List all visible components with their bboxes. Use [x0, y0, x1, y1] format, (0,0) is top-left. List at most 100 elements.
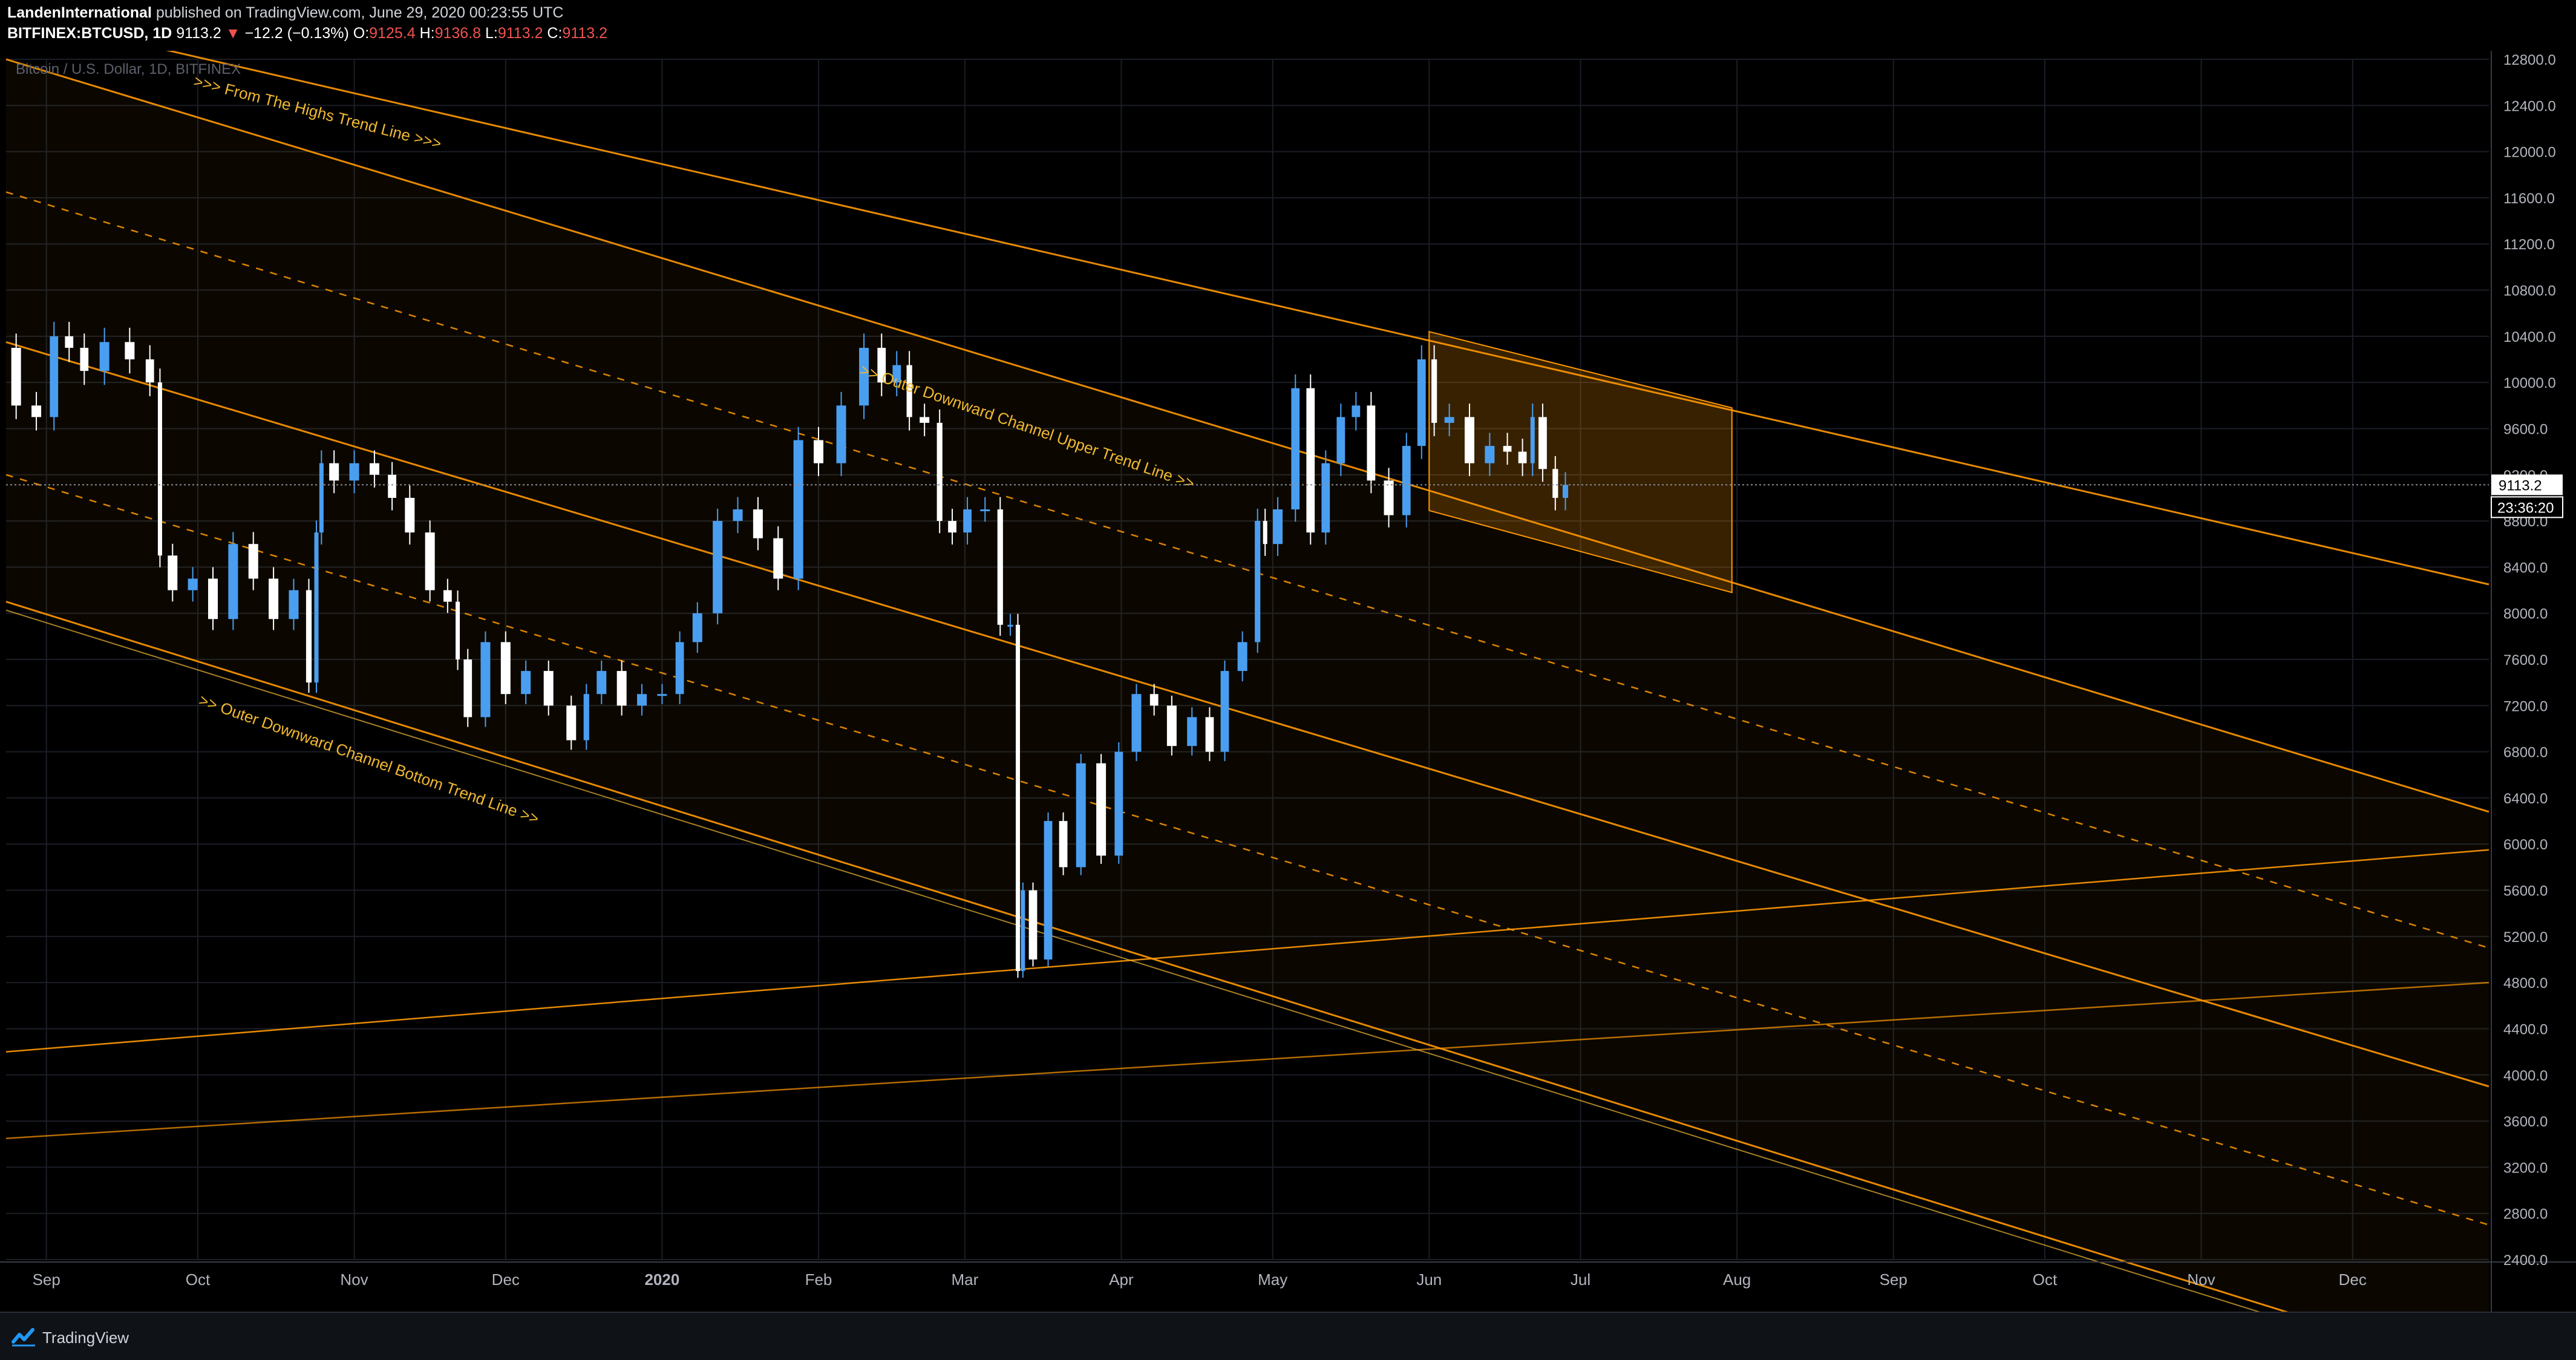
candle	[145, 359, 154, 383]
candle	[692, 613, 702, 642]
candle	[1015, 624, 1020, 972]
price-tick-label: 12000.0	[2503, 145, 2556, 161]
candle	[1336, 417, 1345, 463]
time-axis[interactable]: Sep Oct Nov Dec 2020 Feb Mar Apr May Jun Jul Aug Sep…	[33, 1270, 2367, 1289]
last-price-tag	[2491, 474, 2563, 495]
candle	[1007, 624, 1013, 627]
price-tick-label: 6000.0	[2503, 837, 2548, 853]
tradingview-brand[interactable]: TradingView	[42, 1329, 129, 1347]
candle	[657, 694, 667, 696]
close-value: 9113.2	[562, 25, 608, 42]
candle	[1552, 469, 1558, 498]
candle	[1021, 890, 1025, 972]
candle	[675, 642, 684, 695]
time-tick-label: Nov	[340, 1270, 368, 1289]
candle	[329, 463, 339, 481]
dashed-line	[5, 191, 2489, 949]
candle	[583, 694, 589, 740]
candle	[920, 417, 930, 423]
price-tick-label: 12800.0	[2503, 52, 2556, 68]
candle	[1465, 417, 1475, 463]
publisher-name[interactable]: LandenInternational	[7, 4, 152, 21]
trend-line	[5, 341, 2489, 1088]
candle	[1444, 417, 1454, 423]
high-label: H:	[419, 25, 435, 42]
candle	[306, 590, 312, 683]
price-tick-label: 11200.0	[2503, 237, 2555, 253]
candle	[1255, 521, 1261, 642]
price-tick-label: 11600.0	[2503, 191, 2555, 207]
candle	[616, 671, 627, 706]
time-tick-label: Jun	[1416, 1270, 1442, 1289]
channel-fill	[6, 59, 2489, 1312]
time-tick-label: May	[1258, 1270, 1287, 1289]
time-tick-label: Feb	[805, 1270, 832, 1289]
countdown-tag	[2491, 496, 2563, 518]
time-tick-label: Mar	[951, 1270, 978, 1289]
candle	[733, 509, 743, 521]
candle	[1306, 388, 1315, 533]
candle	[456, 601, 460, 659]
price-tick-label: 9600.0	[2503, 421, 2548, 437]
candle	[1321, 463, 1330, 533]
candle	[1417, 359, 1426, 446]
candle	[1518, 451, 1527, 463]
time-tick-label: Jul	[1571, 1270, 1590, 1289]
candle	[1384, 480, 1394, 515]
published-text: published on TradingView.com, June 29, 2…	[151, 4, 564, 21]
candle	[859, 347, 869, 406]
down-arrow-icon: ▼	[225, 25, 241, 42]
candle	[208, 578, 218, 620]
footer-bar: TradingView	[0, 1312, 2576, 1360]
candle	[125, 342, 135, 359]
candle	[500, 642, 511, 695]
price-tick-label: 12400.0	[2503, 98, 2556, 114]
candle	[369, 463, 379, 475]
candle	[319, 463, 324, 533]
candle	[314, 532, 319, 683]
last-price-tag-label: 9113.2	[2499, 477, 2542, 494]
candle	[1205, 717, 1214, 752]
price-tick-label: 10400.0	[2503, 329, 2556, 345]
open-label: O:	[353, 25, 370, 42]
time-tick-label: Sep	[33, 1270, 60, 1289]
price-tick-label: 8000.0	[2503, 606, 2548, 623]
close-label: C:	[547, 25, 563, 42]
candle	[50, 336, 59, 417]
price-tick-label: 5600.0	[2503, 883, 2548, 900]
time-tick-label: Nov	[2187, 1270, 2215, 1289]
price-tick-label: 8400.0	[2503, 560, 2548, 576]
candle	[349, 463, 359, 481]
candle	[1028, 890, 1038, 960]
candle	[963, 509, 972, 533]
trend-line	[5, 981, 2489, 1139]
candle	[1367, 405, 1376, 481]
price-tick-label: 7200.0	[2503, 698, 2548, 714]
time-tick-label: Aug	[1723, 1270, 1751, 1289]
dashed-line	[5, 474, 2489, 1226]
countdown-label: 23:36:20	[2497, 500, 2554, 516]
candle	[773, 538, 783, 579]
symbol-label[interactable]: BITFINEX:BTCUSD, 1D	[7, 25, 172, 42]
candle	[836, 405, 846, 463]
open-value: 9125.4	[369, 25, 416, 42]
price-tick-label: 2800.0	[2503, 1206, 2548, 1223]
price-tick-label: 3600.0	[2503, 1114, 2548, 1130]
candle	[1273, 509, 1283, 544]
price-chart[interactable]: >>> From The Highs Trend Line >>>>> Oute…	[0, 51, 2576, 1312]
trend-line	[5, 58, 2489, 813]
price-tick-label: 5200.0	[2503, 929, 2548, 946]
last-price: 9113.2	[176, 25, 221, 42]
candle	[1096, 763, 1107, 856]
candle	[1263, 521, 1267, 544]
candle	[713, 521, 723, 613]
candle	[1538, 417, 1547, 469]
candle	[980, 509, 990, 511]
candle	[793, 440, 803, 579]
tradingview-logo-icon[interactable]	[11, 1326, 36, 1348]
candle	[1291, 388, 1300, 509]
trend-line	[5, 601, 2289, 1312]
price-tick-label: 7600.0	[2503, 652, 2548, 669]
candle	[948, 521, 956, 533]
candle	[405, 497, 415, 533]
